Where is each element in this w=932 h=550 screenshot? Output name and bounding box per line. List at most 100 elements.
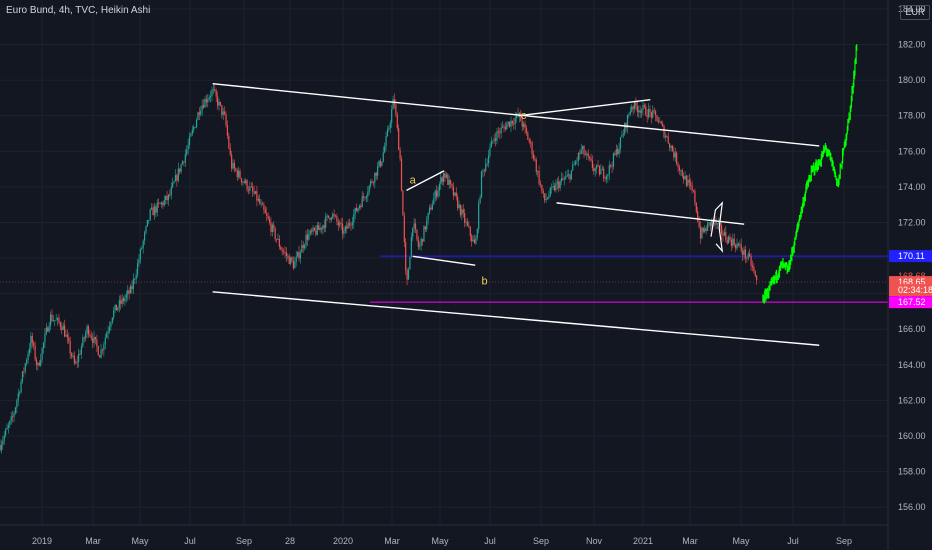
candle-body: [382, 152, 384, 162]
candle-body: [134, 279, 136, 280]
candle-body: [697, 211, 699, 222]
candle-body: [546, 197, 549, 200]
candle-body: [435, 190, 438, 197]
candle-body: [559, 181, 561, 189]
candle-body: [187, 144, 189, 150]
candle-body: [750, 256, 752, 266]
candle-body: [542, 191, 544, 194]
candle-body: [69, 341, 71, 354]
level-badge-167: 167.52: [898, 297, 926, 307]
candle-body: [384, 146, 386, 153]
candle-body: [715, 219, 717, 225]
time-axis[interactable]: 2019 Mar May Jul Sep 28 2020 Mar May Jul Sep Nov 202…: [0, 524, 888, 546]
candle-body: [708, 222, 710, 224]
time-tick-label: Sep: [236, 536, 252, 546]
candle-body: [313, 227, 316, 231]
trendline-wave-line-1[interactable]: [406, 170, 445, 192]
candle-body: [183, 161, 185, 163]
candle-body: [428, 207, 431, 213]
candle-body: [332, 213, 334, 218]
candle-body: [525, 127, 528, 133]
candle-body: [537, 171, 539, 172]
candle-body: [124, 298, 126, 302]
candle-body: [640, 110, 643, 113]
candle-body: [62, 325, 64, 330]
candle-body: [636, 106, 638, 112]
candle-body: [111, 317, 113, 323]
candle-body: [698, 221, 700, 228]
wave-bracket[interactable]: [710, 201, 724, 253]
candle-body: [386, 129, 389, 137]
candle-body: [574, 161, 577, 165]
candle-body: [54, 320, 56, 322]
candle-body: [292, 260, 295, 269]
candle-body: [462, 209, 464, 214]
candle-body: [24, 363, 26, 372]
candle-body: [93, 336, 95, 343]
candle-body: [284, 251, 286, 253]
candle-body: [607, 174, 609, 177]
candle-body: [589, 156, 591, 159]
candle-body: [742, 250, 744, 256]
candle-body: [416, 229, 418, 240]
time-tick-label: May: [131, 536, 149, 546]
candle-body: [676, 152, 678, 165]
candle-body: [711, 219, 713, 226]
candle-body: [308, 234, 310, 240]
candle-body: [80, 346, 83, 355]
candle-body: [226, 125, 229, 136]
candle-body: [96, 339, 98, 347]
price-tick-label: 160.00: [898, 431, 926, 441]
candle-body: [534, 158, 536, 160]
candle-body: [302, 244, 304, 249]
candle-body: [605, 176, 608, 180]
candle-body: [558, 181, 560, 189]
candle-body: [579, 152, 581, 154]
candle-body: [433, 198, 435, 205]
candle-body: [756, 275, 758, 281]
candle-body: [145, 226, 147, 233]
trendline-channel-bottom[interactable]: [212, 291, 820, 346]
candle-body: [12, 416, 14, 418]
candle-body: [480, 171, 483, 198]
price-tick-label: 166.00: [898, 324, 926, 334]
candle-body: [231, 154, 233, 169]
candle-body: [52, 320, 54, 322]
trendline-wave-line-4[interactable]: [556, 202, 745, 225]
candle-body: [40, 359, 42, 366]
candle-body: [507, 121, 509, 125]
candle-body: [553, 185, 556, 191]
candle-body: [148, 219, 150, 221]
candle-body: [494, 138, 497, 141]
time-tick-label: Mar: [682, 536, 698, 546]
trendlines[interactable]: [212, 82, 820, 346]
candle-body: [692, 190, 695, 192]
candle-body: [270, 222, 272, 232]
symbol-title: Euro Bund, 4h, TVC, Heikin Ashi: [6, 5, 151, 16]
candle-body: [632, 106, 634, 109]
candle-body: [441, 177, 443, 182]
candle-body: [201, 105, 203, 111]
candle-body: [10, 416, 12, 421]
candle-body: [68, 337, 70, 342]
candle-body: [236, 170, 238, 178]
trendline-wave-line-2[interactable]: [412, 255, 476, 266]
trendline-channel-top[interactable]: [212, 82, 820, 147]
candle-body: [678, 167, 681, 171]
candle-body: [560, 178, 563, 182]
candle-body: [552, 185, 554, 188]
trendline-wave-line-3[interactable]: [518, 98, 651, 117]
price-tick-label: 164.00: [898, 360, 926, 370]
candle-body: [631, 106, 633, 112]
candle-body: [448, 180, 450, 185]
currency-label[interactable]: EUR: [900, 5, 930, 20]
candle-body: [511, 120, 514, 124]
candle-body: [209, 96, 212, 98]
candle-body: [166, 195, 168, 201]
candle-body: [567, 174, 570, 176]
candle-body: [49, 314, 52, 326]
candle-body: [41, 348, 43, 360]
candle-body: [683, 175, 685, 180]
candle-body: [437, 190, 439, 197]
